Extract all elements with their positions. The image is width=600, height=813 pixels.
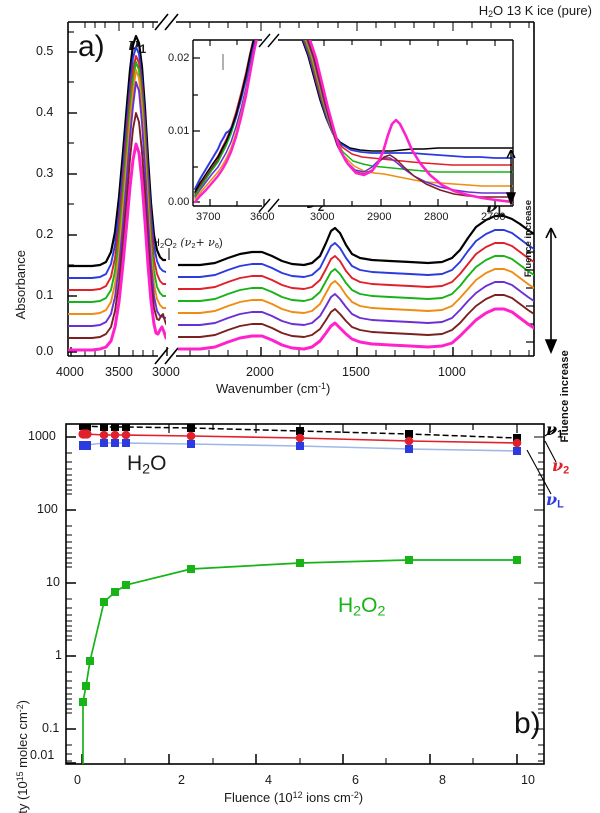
panel-b-letter: b)	[514, 707, 541, 740]
panel-a-x-ticks	[70, 347, 454, 356]
panel-a-spectra-left	[68, 34, 166, 352]
panel-a: Absorbance 0.5 0.4 0.3 0.2 0.1 0.0 4000 …	[0, 0, 600, 442]
panel-b-ytick-100: 100	[37, 502, 58, 516]
panel-a-xtick-1000: 1000	[438, 365, 466, 379]
panel-b-x-minor-ticks	[124, 758, 474, 764]
panel-b-y-major-ticks	[66, 436, 76, 764]
panel-b-label-nuL: νL	[546, 490, 564, 511]
panel-b-leader-lines	[526, 427, 557, 495]
panel-a-fluence-arrow	[544, 227, 558, 355]
panel-b-xtick-10: 10	[521, 773, 535, 787]
panel-b-ytick-0.01: 0.01	[30, 748, 55, 762]
panel-a-xtick-3000: 3000	[152, 365, 180, 379]
panel-b-series-h2o2	[79, 556, 521, 764]
figure-title: H2O 13 K ice (pure)	[478, 3, 592, 20]
panel-b: Column density (1015 molec cm-2) 1000 10…	[0, 400, 600, 813]
panel-a-axis-break	[154, 13, 179, 365]
panel-a-ytick-0.1: 0.1	[36, 288, 54, 302]
panel-a-spectra-right	[178, 214, 534, 351]
panel-a-x-minor-ticks	[84, 350, 530, 356]
panel-b-ytick-10: 10	[46, 575, 60, 589]
panel-b-xtick-0: 0	[74, 773, 81, 787]
panel-b-label-nu2: ν2	[552, 456, 570, 477]
panel-b-ytick-1: 1	[55, 648, 62, 662]
panel-a-ytick-0.0: 0.0	[36, 344, 54, 358]
panel-b-label-h2o: H2O	[127, 452, 167, 478]
panel-a-xtick-1500: 1500	[342, 365, 370, 379]
panel-a-label-nuL: νL	[486, 197, 505, 218]
panel-a-plot	[67, 13, 558, 365]
panel-b-right-ticks	[534, 436, 544, 762]
panel-b-series-nu2	[78, 429, 522, 448]
panel-a-xtick-2000: 2000	[246, 365, 274, 379]
panel-a-y-minor-ticks	[68, 31, 74, 327]
panel-b-y-minor-ticks	[66, 452, 72, 762]
panel-b-xtick-6: 6	[352, 773, 359, 787]
panel-b-xtick-8: 8	[439, 773, 446, 787]
panel-b-series-nu1	[79, 424, 521, 442]
panel-a-ytick-0.5: 0.5	[36, 44, 54, 58]
panel-b-x-major-ticks	[81, 754, 518, 764]
panel-b-label-h2o2: H2O2	[338, 594, 386, 620]
panel-b-xtick-2: 2	[178, 773, 185, 787]
panel-b-plot	[65, 423, 557, 765]
panel-a-y-ticks	[68, 51, 77, 353]
panel-a-ytick-0.3: 0.3	[36, 166, 54, 180]
panel-b-series-nuL	[79, 439, 521, 455]
panel-a-letter: a)	[78, 30, 105, 63]
panel-a-xtick-3500: 3500	[105, 365, 133, 379]
panel-a-x-axis-title: Wavenumber (cm-1)	[216, 381, 331, 396]
panel-b-ytick-1000: 1000	[28, 429, 56, 443]
panel-b-xtick-4: 4	[265, 773, 272, 787]
panel-b-axes	[65, 423, 545, 765]
panel-a-top-ticks	[84, 22, 530, 31]
panel-b-ytick-0.1: 0.1	[42, 721, 60, 735]
panel-a-ytick-0.4: 0.4	[36, 105, 54, 119]
panel-a-ytick-0.2: 0.2	[36, 227, 54, 241]
panel-a-axes	[67, 21, 535, 357]
panel-a-xtick-4000: 4000	[56, 365, 84, 379]
panel-b-x-axis-title: Fluence (1012 ions cm-2)	[224, 790, 364, 805]
panel-b-label-nu1: ν1	[546, 420, 564, 441]
